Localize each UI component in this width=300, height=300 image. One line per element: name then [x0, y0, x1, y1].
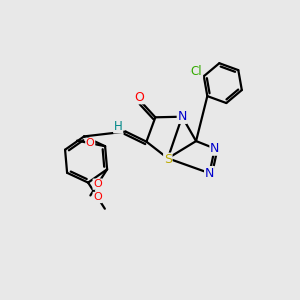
Text: S: S [164, 153, 172, 166]
Text: Cl: Cl [191, 65, 203, 78]
Text: O: O [93, 193, 102, 202]
Text: O: O [93, 179, 102, 189]
Text: H: H [114, 120, 123, 133]
Text: O: O [134, 91, 144, 103]
Text: N: N [177, 110, 187, 123]
Text: N: N [210, 142, 220, 155]
Text: O: O [86, 138, 94, 148]
Text: N: N [205, 167, 214, 180]
